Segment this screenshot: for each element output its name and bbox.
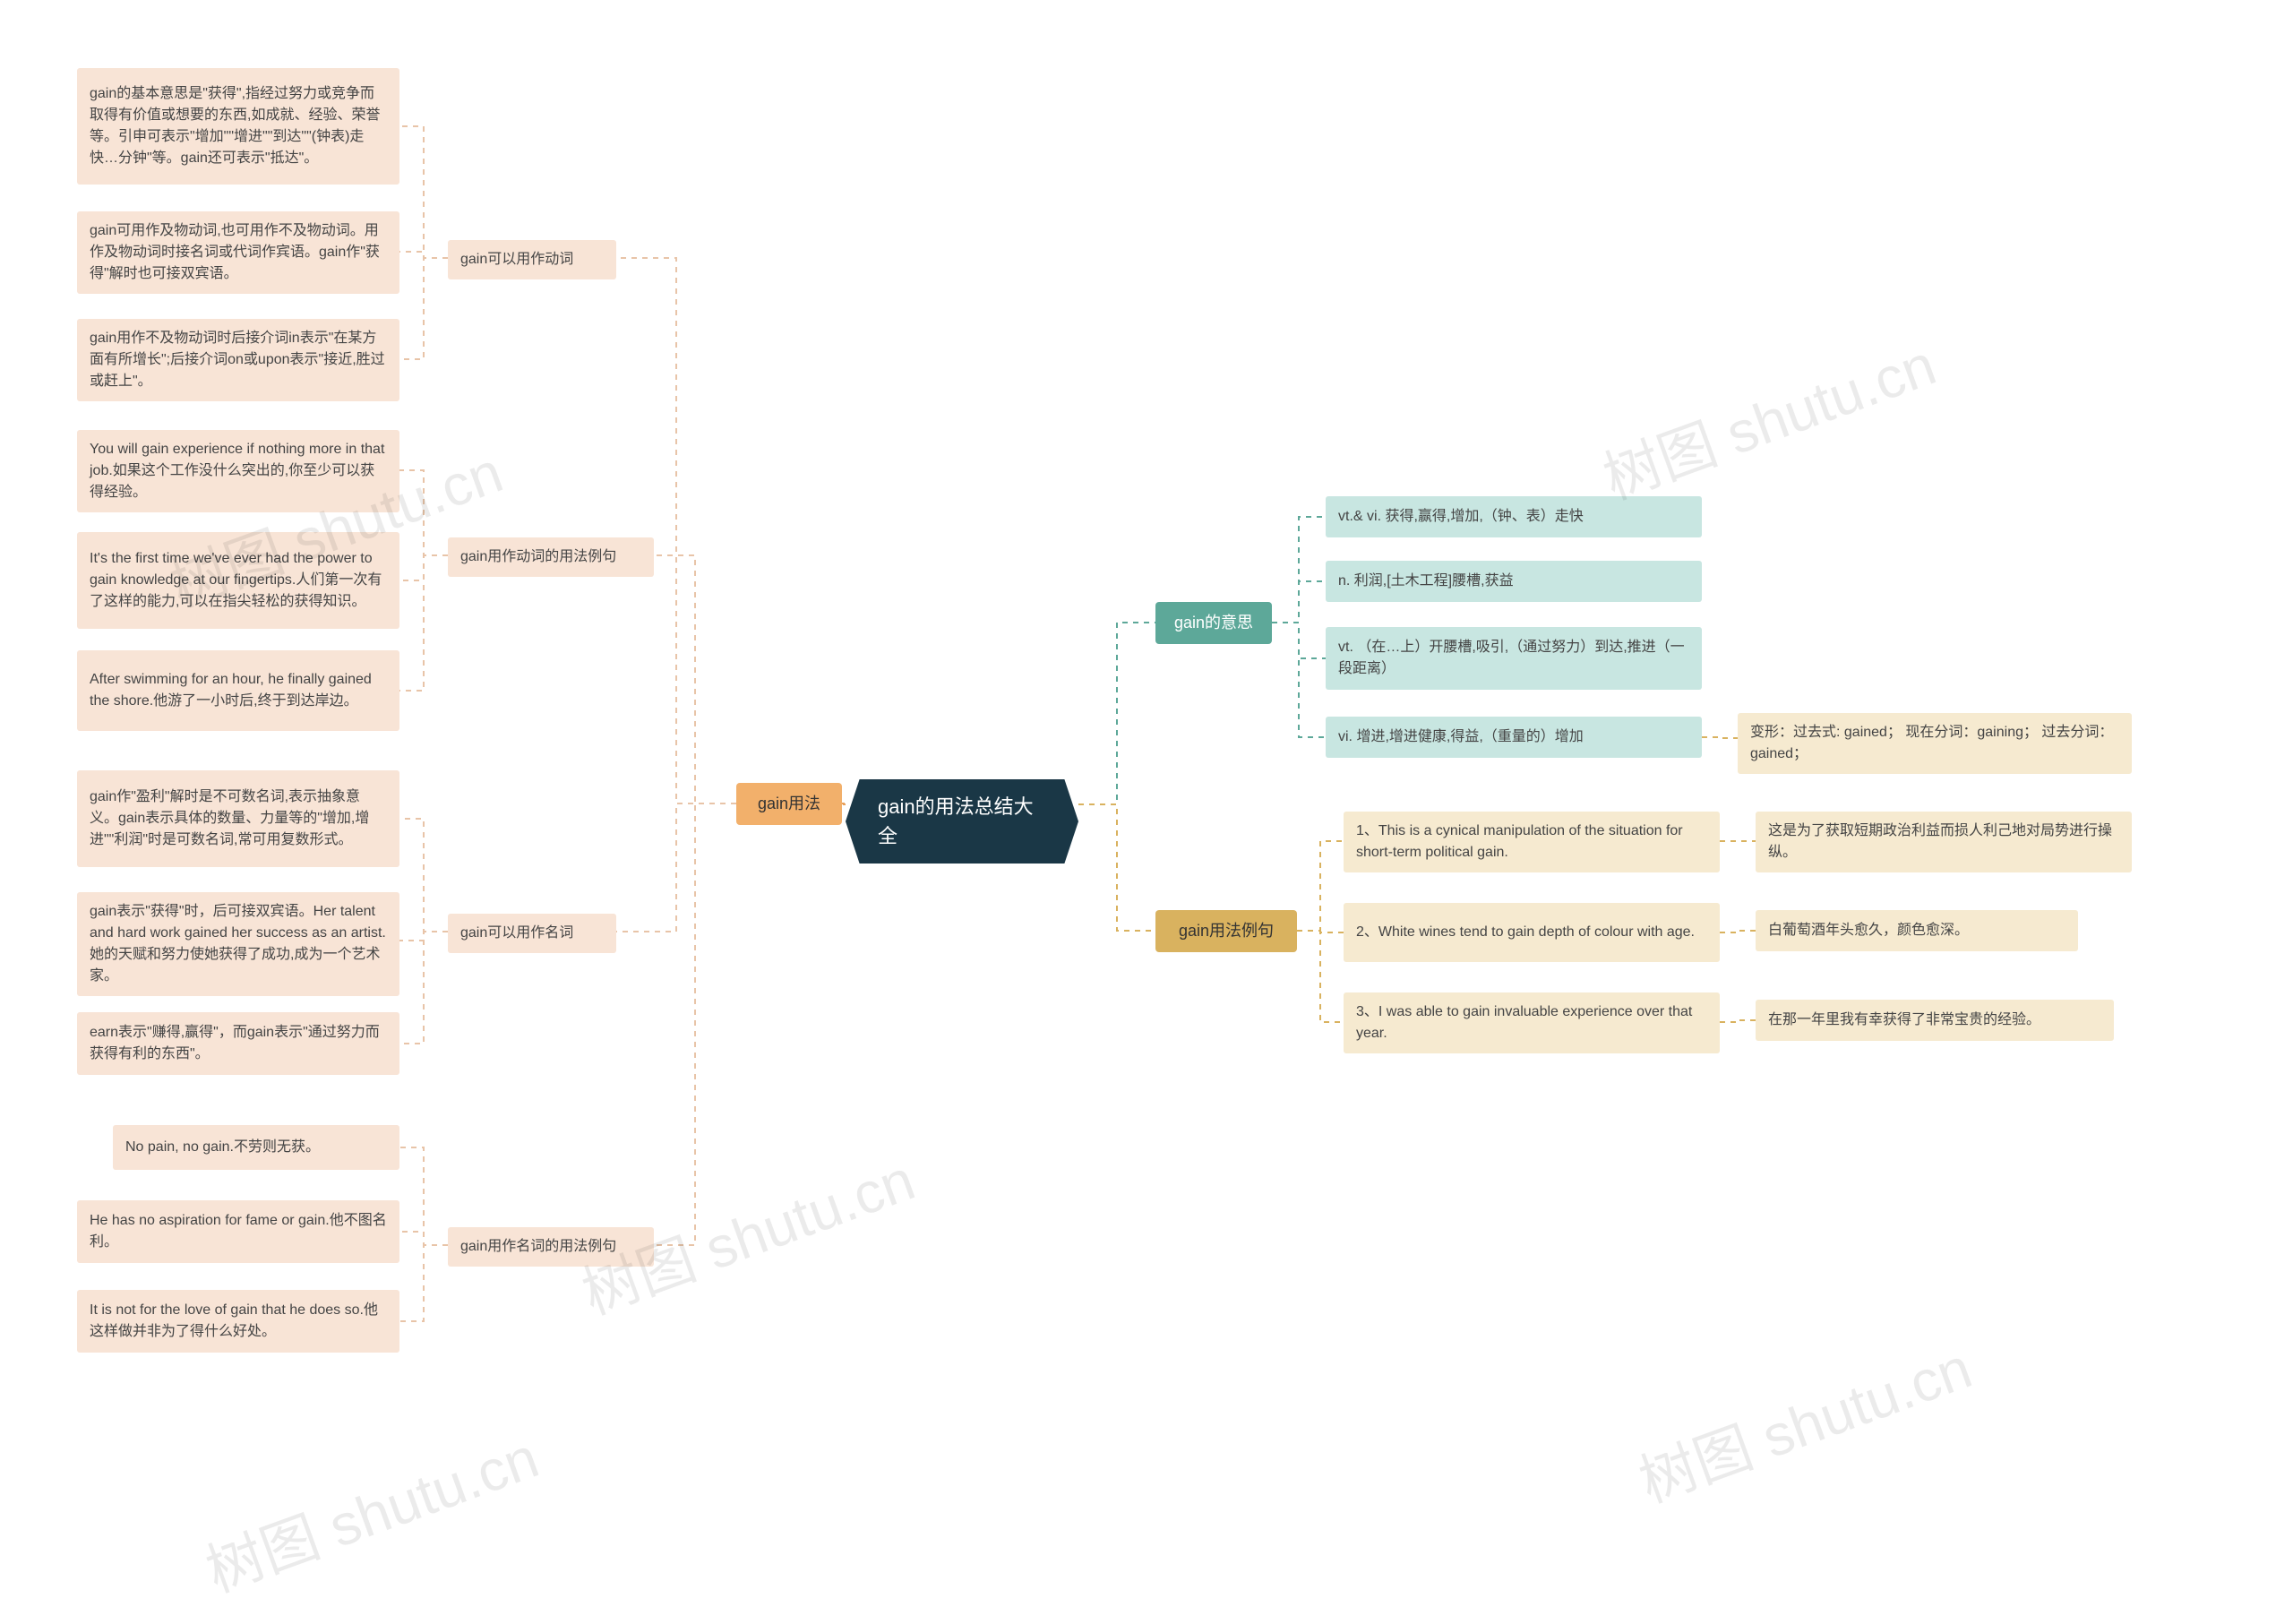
mindmap-edge bbox=[399, 819, 448, 932]
mindmap-edge bbox=[654, 803, 736, 1245]
mindmap-node-nex-2: He has no aspiration for fame or gain.他不… bbox=[77, 1200, 399, 1263]
mindmap-node-noun: gain可以用作名词 bbox=[448, 914, 616, 953]
mindmap-edge bbox=[842, 803, 846, 804]
mindmap-node-meaning: gain的意思 bbox=[1155, 602, 1272, 644]
mindmap-node-vex-3: After swimming for an hour, he finally g… bbox=[77, 650, 399, 731]
mindmap-node-vex-2: It's the first time we've ever had the p… bbox=[77, 532, 399, 629]
mindmap-edge bbox=[399, 258, 448, 359]
mindmap-node-verb-1: gain的基本意思是"获得",指经过努力或竞争而取得有价值或想要的东西,如成就、… bbox=[77, 68, 399, 185]
mindmap-node-e1t: 这是为了获取短期政治利益而损人利己地对局势进行操纵。 bbox=[1756, 812, 2132, 872]
mindmap-node-e2t: 白葡萄酒年头愈久，颜色愈深。 bbox=[1756, 910, 2078, 951]
mindmap-node-noun-2: gain表示"获得"时，后可接双宾语。Her talent and hard w… bbox=[77, 892, 399, 996]
mindmap-node-nex-3: It is not for the love of gain that he d… bbox=[77, 1290, 399, 1353]
mindmap-node-e3: 3、I was able to gain invaluable experien… bbox=[1344, 992, 1720, 1053]
mindmap-node-m4-1: 变形：过去式: gained； 现在分词：gaining； 过去分词：gaine… bbox=[1738, 713, 2132, 774]
mindmap-edge bbox=[399, 126, 448, 258]
mindmap-node-e1: 1、This is a cynical manipulation of the … bbox=[1344, 812, 1720, 872]
mindmap-edge bbox=[1078, 804, 1155, 931]
mindmap-edge bbox=[399, 555, 448, 691]
mindmap-node-examples: gain用法例句 bbox=[1155, 910, 1297, 952]
mindmap-node-verb: gain可以用作动词 bbox=[448, 240, 616, 279]
mindmap-edge bbox=[1272, 581, 1326, 623]
mindmap-node-vex-1: You will gain experience if nothing more… bbox=[77, 430, 399, 512]
mindmap-node-m4: vi. 增进,增进健康,得益,（重量的）增加 bbox=[1326, 717, 1702, 758]
mindmap-edge bbox=[1078, 623, 1155, 804]
mindmap-node-root: gain的用法总结大全 bbox=[846, 779, 1078, 864]
mindmap-node-noun-ex: gain用作名词的用法例句 bbox=[448, 1227, 654, 1267]
mindmap-node-verb-ex: gain用作动词的用法例句 bbox=[448, 537, 654, 577]
mindmap-edge bbox=[1720, 1020, 1756, 1022]
mindmap-edge bbox=[399, 932, 448, 1044]
mindmap-edge bbox=[399, 1245, 448, 1321]
mindmap-edge bbox=[1272, 623, 1326, 737]
mindmap-edge bbox=[1720, 931, 1756, 932]
mindmap-node-m1: vt.& vi. 获得,赢得,增加,（钟、表）走快 bbox=[1326, 496, 1702, 537]
mindmap-edge bbox=[616, 258, 736, 803]
mindmap-edge bbox=[1297, 841, 1344, 931]
mindmap-edge bbox=[399, 1232, 448, 1245]
mindmap-node-nex-1: No pain, no gain.不劳则无获。 bbox=[113, 1125, 399, 1170]
mindmap-edge bbox=[399, 252, 448, 258]
mindmap-node-verb-3: gain用作不及物动词时后接介词in表示"在某方面有所增长";后接介词on或up… bbox=[77, 319, 399, 401]
mindmap-edge bbox=[1702, 737, 1738, 738]
mindmap-edge bbox=[654, 555, 736, 803]
mindmap-node-noun-1: gain作"盈利"解时是不可数名词,表示抽象意义。gain表示具体的数量、力量等… bbox=[77, 770, 399, 867]
mindmap-edge bbox=[1297, 931, 1344, 1022]
mindmap-node-m2: n. 利润,[土木工程]腰槽,获益 bbox=[1326, 561, 1702, 602]
mindmap-node-m3: vt. （在…上）开腰槽,吸引,（通过努力）到达,推进（一段距离） bbox=[1326, 627, 1702, 690]
mindmap-edge bbox=[1272, 517, 1326, 623]
mindmap-edge bbox=[399, 470, 448, 555]
mindmap-edge bbox=[399, 1147, 448, 1245]
mindmap-node-e3t: 在那一年里我有幸获得了非常宝贵的经验。 bbox=[1756, 1000, 2114, 1041]
mindmap-node-e2: 2、White wines tend to gain depth of colo… bbox=[1344, 903, 1720, 962]
mindmap-edge bbox=[616, 803, 736, 932]
mindmap-node-verb-2: gain可用作及物动词,也可用作不及物动词。用作及物动词时接名词或代词作宾语。g… bbox=[77, 211, 399, 294]
mindmap-node-usage: gain用法 bbox=[736, 783, 842, 825]
mindmap-node-noun-3: earn表示"赚得,赢得"，而gain表示"通过努力而获得有利的东西"。 bbox=[77, 1012, 399, 1075]
